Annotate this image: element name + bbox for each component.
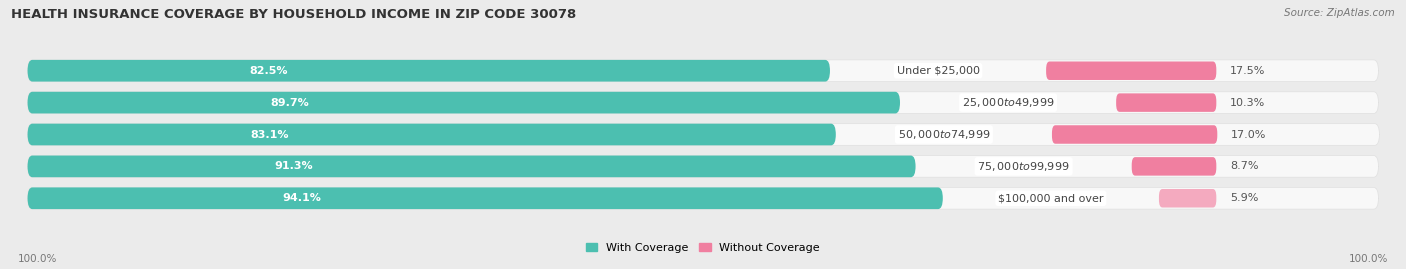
- FancyBboxPatch shape: [28, 187, 943, 209]
- FancyBboxPatch shape: [28, 187, 1378, 209]
- FancyBboxPatch shape: [28, 92, 900, 114]
- Text: 10.3%: 10.3%: [1230, 98, 1265, 108]
- Text: 82.5%: 82.5%: [249, 66, 288, 76]
- FancyBboxPatch shape: [28, 60, 830, 82]
- Text: 100.0%: 100.0%: [1348, 254, 1388, 264]
- Text: 17.5%: 17.5%: [1230, 66, 1265, 76]
- Text: 100.0%: 100.0%: [18, 254, 58, 264]
- Text: 8.7%: 8.7%: [1230, 161, 1258, 171]
- Text: HEALTH INSURANCE COVERAGE BY HOUSEHOLD INCOME IN ZIP CODE 30078: HEALTH INSURANCE COVERAGE BY HOUSEHOLD I…: [11, 8, 576, 21]
- Text: $100,000 and over: $100,000 and over: [998, 193, 1104, 203]
- Text: $25,000 to $49,999: $25,000 to $49,999: [962, 96, 1054, 109]
- Text: 83.1%: 83.1%: [250, 129, 290, 140]
- Legend: With Coverage, Without Coverage: With Coverage, Without Coverage: [586, 243, 820, 253]
- FancyBboxPatch shape: [28, 92, 1378, 114]
- Text: Under $25,000: Under $25,000: [897, 66, 980, 76]
- Text: $50,000 to $74,999: $50,000 to $74,999: [897, 128, 990, 141]
- FancyBboxPatch shape: [28, 124, 1379, 145]
- FancyBboxPatch shape: [28, 60, 1378, 82]
- FancyBboxPatch shape: [28, 124, 835, 145]
- FancyBboxPatch shape: [28, 155, 915, 177]
- Text: $75,000 to $99,999: $75,000 to $99,999: [977, 160, 1070, 173]
- FancyBboxPatch shape: [1132, 157, 1216, 176]
- Text: 89.7%: 89.7%: [270, 98, 309, 108]
- Text: 94.1%: 94.1%: [283, 193, 322, 203]
- Text: 5.9%: 5.9%: [1230, 193, 1258, 203]
- FancyBboxPatch shape: [1159, 189, 1216, 207]
- FancyBboxPatch shape: [1046, 62, 1216, 80]
- Text: 17.0%: 17.0%: [1230, 129, 1267, 140]
- Text: 91.3%: 91.3%: [274, 161, 314, 171]
- FancyBboxPatch shape: [1116, 93, 1216, 112]
- FancyBboxPatch shape: [1052, 125, 1218, 144]
- Text: Source: ZipAtlas.com: Source: ZipAtlas.com: [1284, 8, 1395, 18]
- FancyBboxPatch shape: [28, 155, 1378, 177]
